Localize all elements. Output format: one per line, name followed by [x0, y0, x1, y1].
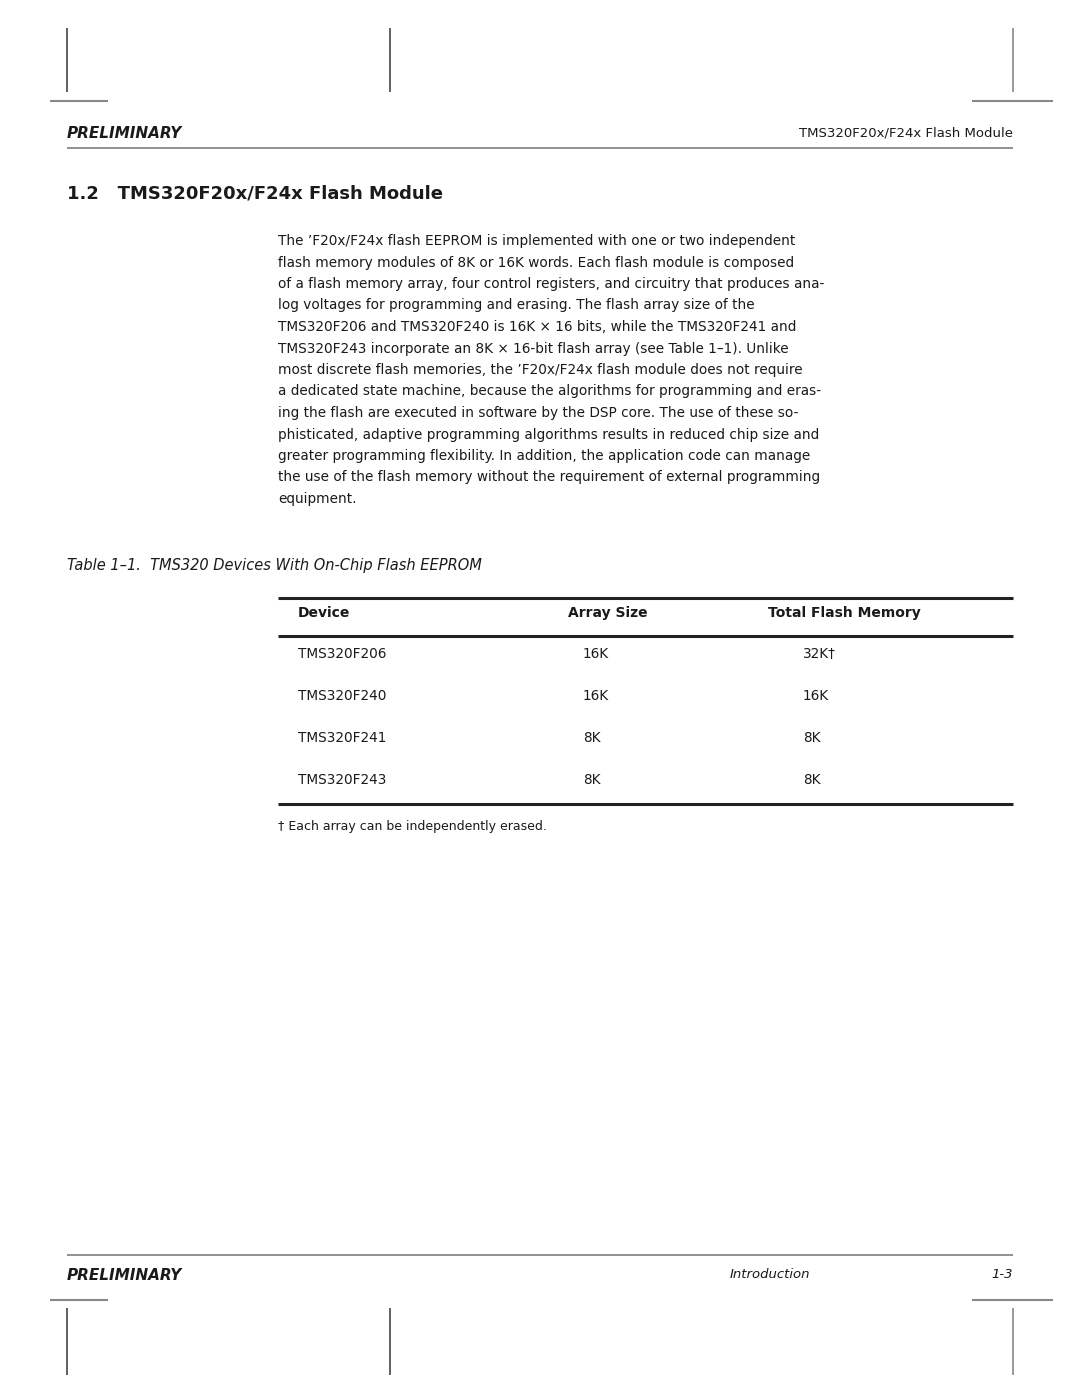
Text: † Each array can be independently erased.: † Each array can be independently erased…	[278, 820, 546, 833]
Text: flash memory modules of 8K or 16K words. Each flash module is composed: flash memory modules of 8K or 16K words.…	[278, 256, 794, 270]
Text: the use of the flash memory without the requirement of external programming: the use of the flash memory without the …	[278, 471, 820, 485]
Text: The ’F20x/F24x flash EEPROM is implemented with one or two independent: The ’F20x/F24x flash EEPROM is implement…	[278, 235, 795, 249]
Text: Introduction: Introduction	[730, 1268, 810, 1281]
Text: Device: Device	[298, 606, 350, 620]
Text: of a flash memory array, four control registers, and circuitry that produces ana: of a flash memory array, four control re…	[278, 277, 824, 291]
Text: TMS320F206 and TMS320F240 is 16K × 16 bits, while the TMS320F241 and: TMS320F206 and TMS320F240 is 16K × 16 bi…	[278, 320, 796, 334]
Text: most discrete flash memories, the ’F20x/F24x flash module does not require: most discrete flash memories, the ’F20x/…	[278, 363, 802, 377]
Text: TMS320F241: TMS320F241	[298, 731, 387, 745]
Text: TMS320F243: TMS320F243	[298, 773, 387, 787]
Text: 16K: 16K	[583, 647, 609, 661]
Text: TMS320F240: TMS320F240	[298, 689, 387, 703]
Text: equipment.: equipment.	[278, 492, 356, 506]
Text: ing the flash are executed in software by the DSP core. The use of these so-: ing the flash are executed in software b…	[278, 407, 798, 420]
Text: TMS320F243 incorporate an 8K × 16-bit flash array (see Table 1–1). Unlike: TMS320F243 incorporate an 8K × 16-bit fl…	[278, 341, 788, 355]
Text: Total Flash Memory: Total Flash Memory	[768, 606, 921, 620]
Text: PRELIMINARY: PRELIMINARY	[67, 126, 183, 141]
Text: 16K: 16K	[804, 689, 829, 703]
Text: 8K: 8K	[804, 773, 821, 787]
Text: 8K: 8K	[583, 773, 600, 787]
Text: 8K: 8K	[583, 731, 600, 745]
Text: TMS320F206: TMS320F206	[298, 647, 387, 661]
Text: 32K†: 32K†	[804, 647, 836, 661]
Text: 1-3: 1-3	[991, 1268, 1013, 1281]
Text: Array Size: Array Size	[568, 606, 648, 620]
Text: log voltages for programming and erasing. The flash array size of the: log voltages for programming and erasing…	[278, 299, 755, 313]
Text: 8K: 8K	[804, 731, 821, 745]
Text: Table 1–1.  TMS320 Devices With On-Chip Flash EEPROM: Table 1–1. TMS320 Devices With On-Chip F…	[67, 557, 482, 573]
Text: 16K: 16K	[583, 689, 609, 703]
Text: 1.2   TMS320F20x/F24x Flash Module: 1.2 TMS320F20x/F24x Flash Module	[67, 184, 443, 203]
Text: greater programming flexibility. In addition, the application code can manage: greater programming flexibility. In addi…	[278, 448, 810, 462]
Text: a dedicated state machine, because the algorithms for programming and eras-: a dedicated state machine, because the a…	[278, 384, 821, 398]
Text: TMS320F20x/F24x Flash Module: TMS320F20x/F24x Flash Module	[799, 126, 1013, 138]
Text: PRELIMINARY: PRELIMINARY	[67, 1268, 183, 1282]
Text: phisticated, adaptive programming algorithms results in reduced chip size and: phisticated, adaptive programming algori…	[278, 427, 820, 441]
